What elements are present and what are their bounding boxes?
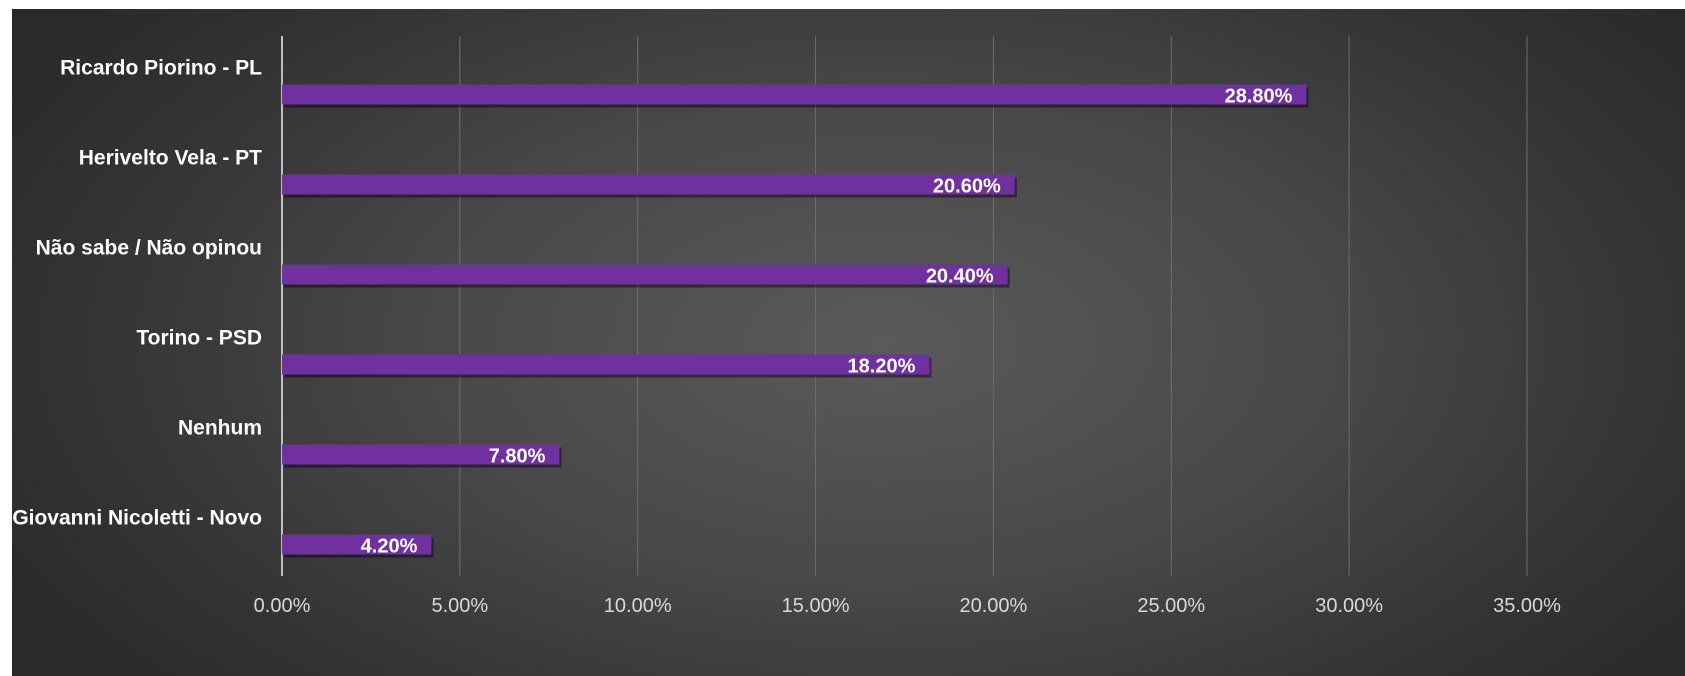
data-label: 20.60% <box>933 176 1001 198</box>
data-label: 28.80% <box>1225 86 1293 108</box>
x-tick-label: 35.00% <box>1493 595 1561 617</box>
x-axis-tick-labels: 0.00% 5.00% 10.00% 15.00% 20.00% 25.00% 30.00%… <box>254 595 1561 617</box>
bar <box>282 264 1008 285</box>
category-label: Herivelto Vela - PT <box>79 147 262 170</box>
bar <box>282 174 1015 195</box>
x-tick-label: 10.00% <box>604 595 672 617</box>
data-label: 20.40% <box>926 266 994 288</box>
x-tick-label: 25.00% <box>1137 595 1205 617</box>
x-tick-label: 5.00% <box>431 595 488 617</box>
bar-chart: 28.80% 20.60% 20.40% 18.20% 7.80% 4.20% Ricar… <box>12 36 1561 617</box>
category-label: Nenhum <box>178 417 262 440</box>
x-tick-label: 20.00% <box>960 595 1028 617</box>
bar <box>282 84 1307 105</box>
chart-area: 28.80% 20.60% 20.40% 18.20% 7.80% 4.20% Ricar… <box>12 9 1685 676</box>
category-label: Ricardo Piorino - PL <box>60 57 262 80</box>
data-label: 18.20% <box>848 356 916 378</box>
x-tick-label: 30.00% <box>1315 595 1383 617</box>
bars: 28.80% 20.60% 20.40% 18.20% 7.80% 4.20% <box>282 84 1309 558</box>
gridlines <box>281 36 1528 576</box>
bar <box>282 534 432 555</box>
data-label: 4.20% <box>361 536 418 558</box>
data-label: 7.80% <box>489 446 546 468</box>
category-labels: Ricardo Piorino - PL Herivelto Vela - PT N… <box>12 57 262 530</box>
category-label: Não sabe / Não opinou <box>36 237 262 260</box>
bar <box>282 444 560 465</box>
x-tick-label: 15.00% <box>782 595 850 617</box>
x-tick-label: 0.00% <box>254 595 311 617</box>
bar <box>282 354 930 375</box>
category-label: Giovanni Nicoletti - Novo <box>12 507 262 530</box>
category-label: Torino - PSD <box>136 327 262 350</box>
